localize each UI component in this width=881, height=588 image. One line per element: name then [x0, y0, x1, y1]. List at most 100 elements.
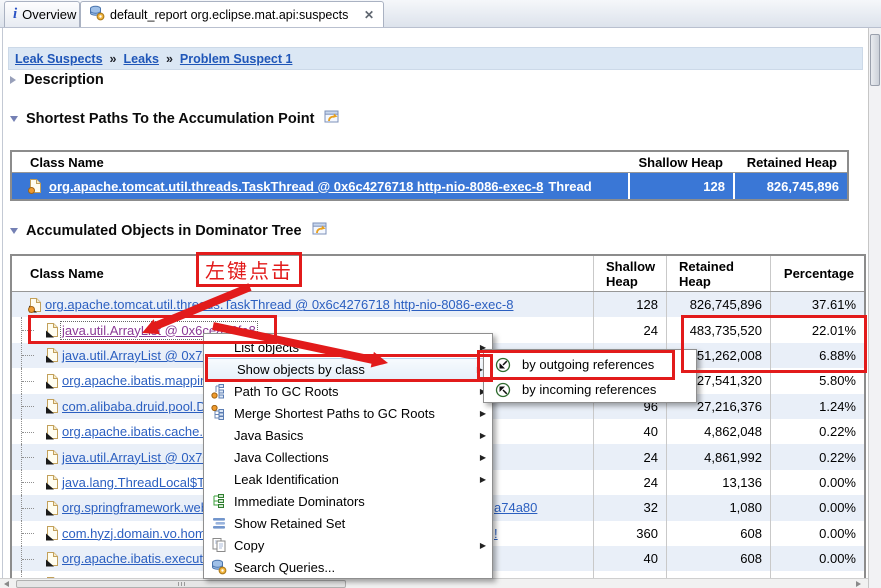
class-link[interactable]: org.apache.ibatis.cache.C [62, 424, 213, 440]
object-icon [45, 449, 59, 465]
object-icon [45, 347, 59, 363]
submenu-arrow-icon: ▶ [479, 342, 486, 352]
tab-suspects-report[interactable]: default_report org.eclipse.mat.api:suspe… [80, 1, 384, 27]
class-link-fragment[interactable]: ! [494, 526, 498, 541]
menu-item-java-collections[interactable]: Java Collections ▶ [204, 446, 492, 468]
section-description: Description [10, 72, 104, 88]
table-row[interactable]: org.apache.tomcat.util.threads.TaskThrea… [12, 292, 864, 318]
class-name-cell: org.apache.tomcat.util.threads.TaskThrea… [12, 292, 593, 317]
search-queries-icon [204, 559, 234, 575]
info-icon: i [13, 6, 18, 22]
object-icon [45, 424, 59, 440]
class-link[interactable]: com.alibaba.druid.pool.Dr [62, 398, 211, 414]
object-icon [45, 398, 59, 414]
menu-item-show-retained-set[interactable]: Show Retained Set [204, 512, 492, 534]
class-name-cell: org.apache.ibatis.executo [12, 545, 593, 572]
table-row[interactable]: java.lang.ThreadLocal$Th 24 13,136 0.00% [12, 469, 864, 496]
thread-object-icon [28, 178, 42, 194]
class-link[interactable]: org.apache.tomcat.util.threads.TaskThrea… [45, 297, 514, 313]
percentage-cell: 1.24% [770, 393, 864, 419]
merge-paths-icon [204, 405, 234, 421]
class-link[interactable]: org.apache.ibatis.executo [62, 551, 211, 567]
context-menu: List objects ▶ Show objects by class ▶ Path … [203, 333, 493, 579]
submenu-item-by-incoming-references[interactable]: by incoming references [484, 377, 696, 402]
table-row-selected[interactable]: org.apache.tomcat.util.threads.TaskThrea… [12, 173, 847, 199]
breadcrumb: Leak Suspects » Leaks » Problem Suspect … [8, 47, 863, 70]
shallow-heap-cell: 24 [593, 469, 666, 496]
percentage-cell: 6.88% [770, 342, 864, 369]
class-link[interactable]: java.lang.ThreadLocal$Th [62, 474, 213, 490]
menu-item-immediate-dominators[interactable]: Immediate Dominators [204, 490, 492, 512]
class-link[interactable]: org.springframework.web [62, 500, 208, 516]
menu-item-list-objects[interactable]: List objects ▶ [204, 336, 492, 358]
class-name-cell: org.apache.tomcat.util.threads.TaskThrea… [12, 173, 628, 199]
gc-roots-icon [204, 383, 234, 399]
percentage-cell: 0.00% [770, 545, 864, 572]
menu-item-copy[interactable]: Copy ▶ [204, 534, 492, 556]
breadcrumb-link-leaks[interactable]: Leaks [123, 51, 159, 66]
horizontal-scrollbar[interactable] [0, 578, 868, 588]
incoming-references-icon [484, 382, 522, 398]
scroll-right-arrow-icon[interactable] [856, 581, 861, 587]
section-title: Shortest Paths To the Accumulation Point [26, 111, 315, 127]
menu-item-path-to-gc-roots[interactable]: Path To GC Roots ▶ [204, 380, 492, 402]
submenu-arrow-icon: ▶ [479, 408, 486, 418]
shortest-paths-table: Class Name Shallow Heap Retained Heap or… [10, 150, 849, 201]
menu-item-merge-shortest-paths-to-gc-roots[interactable]: Merge Shortest Paths to GC Roots ▶ [204, 402, 492, 424]
collapsed-twistie-icon[interactable] [10, 76, 16, 84]
class-link[interactable]: com.hyzj.domain.vo.hom [62, 525, 206, 541]
class-name-cell: org.apache.ibatis.mappin [12, 368, 593, 394]
tab-overview[interactable]: i Overview [4, 1, 80, 27]
horizontal-scrollbar-thumb[interactable] [16, 580, 346, 588]
shallow-heap-cell: 40 [593, 545, 666, 572]
tree-connector [21, 418, 45, 445]
submenu-item-by-outgoing-references[interactable]: by outgoing references [484, 352, 696, 377]
table-row[interactable]: com.hyzj.domain.vo.hom 360 608 0.00% [12, 520, 864, 546]
breadcrumb-link-problem-suspect-1[interactable]: Problem Suspect 1 [179, 51, 293, 66]
breadcrumb-link-leak-suspects[interactable]: Leak Suspects [15, 51, 103, 66]
thread-object-icon [28, 297, 42, 313]
open-in-query-browser-icon[interactable] [324, 110, 340, 128]
class-link-fragment[interactable]: a74a80 [494, 500, 538, 515]
class-link[interactable]: java.util.ArrayList @ 0x70 [62, 449, 210, 465]
column-header-class-name: Class Name [30, 266, 104, 281]
submenu-item-label: by outgoing references [522, 357, 655, 372]
expanded-twistie-icon[interactable] [10, 228, 18, 234]
percentage-cell: 0.00% [770, 520, 864, 546]
class-name-cell: java.util.ArrayList @ 0x70 [12, 444, 593, 470]
class-link[interactable]: org.apache.ibatis.mappin [62, 373, 208, 389]
vertical-scrollbar[interactable] [868, 28, 881, 588]
class-link[interactable]: org.apache.tomcat.util.threads.TaskThrea… [49, 178, 544, 194]
percentage-cell: 0.22% [770, 444, 864, 470]
tree-connector [21, 469, 45, 496]
table-row[interactable]: org.apache.ibatis.cache.C 40 4,862,048 0.22… [12, 418, 864, 445]
menu-item-label: Show Retained Set [234, 515, 346, 531]
menu-item-leak-identification[interactable]: Leak Identification ▶ [204, 468, 492, 490]
tree-connector [21, 444, 45, 470]
menu-item-show-objects-by-class[interactable]: Show objects by class ▶ [206, 358, 490, 380]
column-header-percentage: Percentage [770, 256, 864, 291]
class-name-cell: com.hyzj.domain.vo.hom [12, 520, 593, 546]
submenu-arrow-icon: ▶ [472, 387, 486, 396]
percentage-cell: 5.80% [770, 368, 864, 394]
percentage-cell: 0.22% [770, 418, 864, 445]
show-objects-by-class-submenu: by outgoing references by incoming refere… [483, 349, 697, 403]
close-tab-icon[interactable]: ✕ [363, 7, 375, 22]
vertical-scrollbar-thumb[interactable] [870, 34, 880, 86]
retained-heap-cell: 826,745,896 [733, 173, 847, 199]
class-name-cell: org.apache.ibatis.cache.C [12, 418, 593, 445]
menu-item-search-queries[interactable]: Search Queries... [204, 556, 492, 578]
column-header-shallow-heap: Shallow Heap [638, 154, 723, 170]
percentage-cell: 0.00% [770, 469, 864, 496]
menu-item-label: Search Queries... [234, 559, 336, 575]
percentage-cell: 37.61% [770, 292, 864, 318]
expanded-twistie-icon[interactable] [10, 116, 18, 122]
open-in-query-browser-icon[interactable] [312, 222, 328, 240]
retained-heap-cell: 4,862,048 [666, 418, 770, 445]
class-link[interactable]: java.util.ArrayList @ 0x70 [62, 347, 210, 363]
section-title: Description [24, 72, 104, 88]
class-name-cell: com.alibaba.druid.pool.Dr [12, 393, 593, 419]
scroll-left-arrow-icon[interactable] [4, 581, 9, 587]
shallow-heap-cell: 24 [593, 444, 666, 470]
menu-item-java-basics[interactable]: Java Basics ▶ [204, 424, 492, 446]
